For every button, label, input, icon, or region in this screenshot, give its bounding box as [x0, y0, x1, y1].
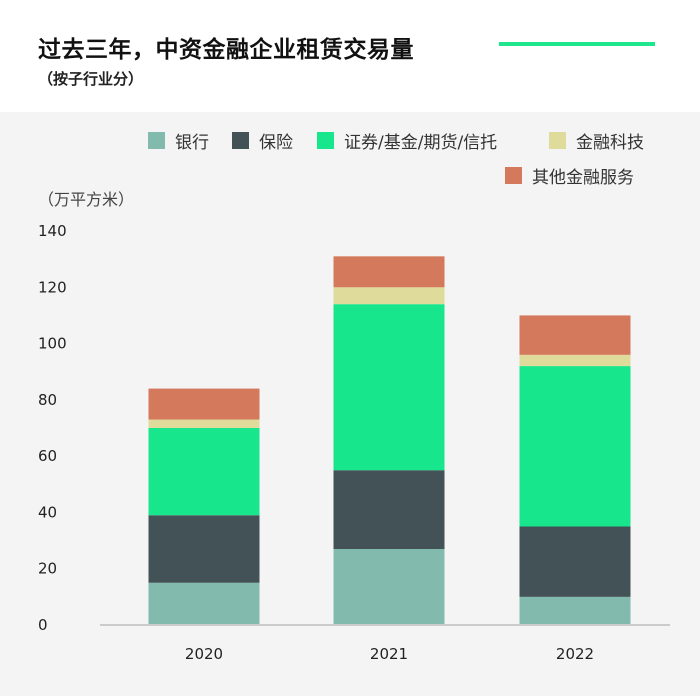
- legend-label-securities: 证券/基金/期货/信托: [344, 133, 498, 153]
- legend-label-bank: 银行: [175, 133, 209, 153]
- legend-item-securities: 证券/基金/期货/信托: [317, 128, 497, 153]
- legend-item-other: 其他金融服务: [505, 163, 634, 188]
- x-tick-label-2022: 2022: [556, 645, 594, 663]
- x-tick-label-2020: 2020: [185, 645, 223, 663]
- legend-swatch-other: [505, 167, 522, 184]
- legend-swatch-bank: [148, 132, 165, 149]
- legend-swatch-fintech: [549, 132, 566, 149]
- y-tick-label-100: 100: [38, 335, 67, 353]
- legend-swatch-insurance: [232, 132, 249, 149]
- y-tick-label-120: 120: [38, 278, 67, 296]
- chart-title: 过去三年，中资金融企业租赁交易量: [38, 37, 414, 63]
- x-axis-ticks: 2020 2021 2022: [185, 645, 594, 663]
- bar-segment-2020-s1: [148, 515, 260, 583]
- bar-segment-2021-s4: [333, 256, 445, 288]
- y-tick-label-80: 80: [38, 391, 57, 409]
- y-tick-label-20: 20: [38, 560, 57, 578]
- bar-group: [148, 256, 631, 625]
- bar-segment-2020-s0: [148, 582, 260, 625]
- x-tick-label-2021: 2021: [370, 645, 408, 663]
- legend-item-bank: 银行: [148, 128, 209, 153]
- legend-item-insurance: 保险: [232, 128, 293, 153]
- legend-item-fintech: 金融科技: [549, 128, 644, 153]
- y-tick-label-40: 40: [38, 503, 57, 521]
- y-axis-ticks: 0 20 40 60 80 100 120 140: [38, 222, 67, 634]
- y-tick-label-140: 140: [38, 222, 67, 240]
- bar-segment-2022-s3: [519, 354, 631, 367]
- bar-segment-2020-s4: [148, 388, 260, 420]
- legend-label-other: 其他金融服务: [532, 168, 634, 188]
- bar-segment-2021-s0: [333, 549, 445, 625]
- bar-segment-2021-s1: [333, 470, 445, 550]
- bar-segment-2020-s2: [148, 428, 260, 516]
- legend-swatch-securities: [317, 132, 334, 149]
- bar-segment-2022-s1: [519, 526, 631, 597]
- bar-segment-2022-s0: [519, 596, 631, 625]
- accent-line: [499, 42, 655, 46]
- bar-segment-2021-s3: [333, 287, 445, 305]
- header: 过去三年，中资金融企业租赁交易量 （按子行业分）: [0, 0, 700, 112]
- legend-label-insurance: 保险: [259, 133, 293, 153]
- bar-segment-2020-s3: [148, 419, 260, 428]
- y-axis-unit-label: （万平方米）: [38, 190, 135, 209]
- legend-label-fintech: 金融科技: [576, 133, 644, 153]
- bar-segment-2022-s4: [519, 315, 631, 355]
- bar-segment-2021-s2: [333, 304, 445, 471]
- chart-subtitle: （按子行业分）: [38, 70, 144, 88]
- y-tick-label-60: 60: [38, 447, 57, 465]
- bar-segment-2022-s2: [519, 366, 631, 527]
- y-tick-label-0: 0: [38, 616, 48, 634]
